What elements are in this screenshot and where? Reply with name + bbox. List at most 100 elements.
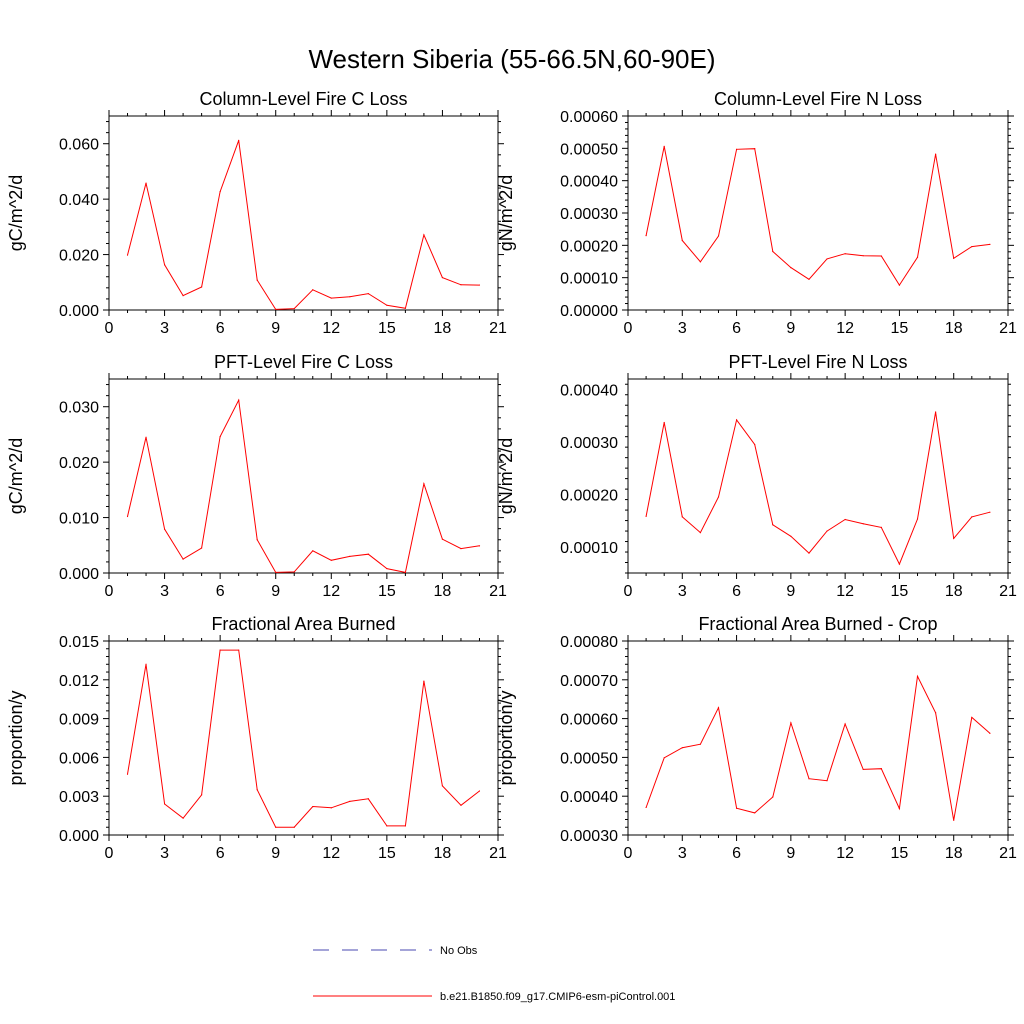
data-point xyxy=(790,267,792,269)
x-tick-label: 0 xyxy=(624,583,633,600)
data-point xyxy=(916,256,919,258)
panel-title: PFT-Level Fire N Loss xyxy=(728,352,907,372)
x-tick-label: 18 xyxy=(434,845,452,862)
x-tick-label: 15 xyxy=(378,583,396,600)
data-point xyxy=(423,483,425,485)
data-point xyxy=(971,516,973,518)
data-point xyxy=(386,825,388,827)
series-line xyxy=(645,146,990,287)
x-tick-label: 3 xyxy=(678,320,687,337)
data-point xyxy=(478,790,481,792)
y-tick-label: 0.003 xyxy=(59,789,99,806)
chart-panel-5: 0 3 6 9 12 15 18 21 0.000 0.003 0.006 0.009 0.012 0.0… xyxy=(6,614,507,862)
data-point xyxy=(367,553,369,555)
data-point xyxy=(953,257,955,259)
data-point xyxy=(126,773,129,775)
data-point xyxy=(916,518,919,520)
data-point xyxy=(699,261,701,263)
data-point xyxy=(126,254,129,256)
y-tick-label: 0.00050 xyxy=(560,141,618,158)
x-tick-label: 21 xyxy=(999,320,1017,337)
y-tick-label: 0.010 xyxy=(59,511,99,528)
x-tick-label: 12 xyxy=(836,583,854,600)
data-point xyxy=(478,545,481,547)
data-point xyxy=(367,293,369,295)
data-point xyxy=(808,278,810,280)
x-tick-label: 9 xyxy=(786,320,795,337)
data-point xyxy=(293,571,295,573)
data-point xyxy=(735,807,738,809)
data-point xyxy=(441,538,444,540)
data-point xyxy=(953,537,955,539)
data-point xyxy=(989,732,991,734)
data-point xyxy=(201,286,203,288)
data-point xyxy=(349,296,351,298)
data-point xyxy=(460,548,462,550)
data-point xyxy=(441,785,444,787)
data-point xyxy=(201,794,203,796)
data-point xyxy=(790,722,792,724)
x-tick-label: 15 xyxy=(378,845,396,862)
y-tick-label: 0.00020 xyxy=(560,238,618,255)
data-point xyxy=(916,675,919,677)
data-point xyxy=(145,436,147,438)
data-point xyxy=(293,308,295,310)
x-tick-label: 18 xyxy=(945,320,963,337)
data-point xyxy=(182,294,184,297)
x-tick-label: 15 xyxy=(891,845,909,862)
data-point xyxy=(386,304,388,306)
x-tick-label: 0 xyxy=(624,320,633,337)
data-point xyxy=(717,707,720,709)
chart-panel-2: 0 3 6 9 12 15 18 21 0.00000 0.00010 0.00020 0.00030… xyxy=(496,89,1017,337)
data-point xyxy=(201,547,203,549)
y-tick-label: 0.00040 xyxy=(560,789,618,806)
data-point xyxy=(330,297,332,299)
series-line xyxy=(645,411,991,566)
data-point xyxy=(256,789,258,791)
data-point xyxy=(182,558,184,560)
data-point xyxy=(145,182,147,184)
data-point xyxy=(163,528,166,530)
x-tick-label: 0 xyxy=(105,845,114,862)
data-point xyxy=(163,803,166,805)
data-point xyxy=(735,419,738,421)
data-point xyxy=(880,526,882,528)
y-tick-label: 0.040 xyxy=(59,192,99,209)
y-tick-label: 0.000 xyxy=(59,828,99,845)
y-tick-label: 0.00010 xyxy=(560,271,618,288)
x-tick-label: 0 xyxy=(105,320,114,337)
data-point xyxy=(989,511,991,513)
y-tick-label: 0.009 xyxy=(59,712,99,729)
x-tick-label: 21 xyxy=(489,845,507,862)
data-point xyxy=(699,743,701,745)
plot-frame xyxy=(627,640,1009,836)
data-point xyxy=(330,807,332,809)
x-tick-label: 15 xyxy=(891,320,909,337)
y-tick-label: 0.00080 xyxy=(560,634,618,651)
data-point xyxy=(460,804,462,806)
x-tick-label: 6 xyxy=(216,845,225,862)
x-tick-label: 21 xyxy=(489,583,507,600)
data-point xyxy=(826,258,828,260)
y-tick-label: 0.00030 xyxy=(560,206,618,223)
data-point xyxy=(898,284,901,286)
panel-title: PFT-Level Fire C Loss xyxy=(214,352,393,372)
x-tick-label: 18 xyxy=(945,583,963,600)
panel-title: Column-Level Fire N Loss xyxy=(714,89,922,109)
y-tick-label: 0.015 xyxy=(59,634,99,651)
y-tick-label: 0.020 xyxy=(59,455,99,472)
legend-label-no-obs: No Obs xyxy=(440,945,478,957)
data-point xyxy=(953,819,955,821)
data-point xyxy=(735,148,738,150)
data-point xyxy=(349,800,351,802)
y-tick-label: 0.00050 xyxy=(560,750,618,767)
data-point xyxy=(145,663,147,665)
x-tick-label: 3 xyxy=(160,320,169,337)
data-point xyxy=(717,235,720,237)
chart-panel-1: 0 3 6 9 12 15 18 21 0.000 0.020 0.040 0.060 Column-L… xyxy=(6,89,507,337)
data-point xyxy=(754,443,756,446)
data-point xyxy=(754,148,756,150)
y-tick-label: 0.00000 xyxy=(560,303,618,320)
data-point xyxy=(404,571,406,574)
y-tick-label: 0.00010 xyxy=(560,540,618,557)
